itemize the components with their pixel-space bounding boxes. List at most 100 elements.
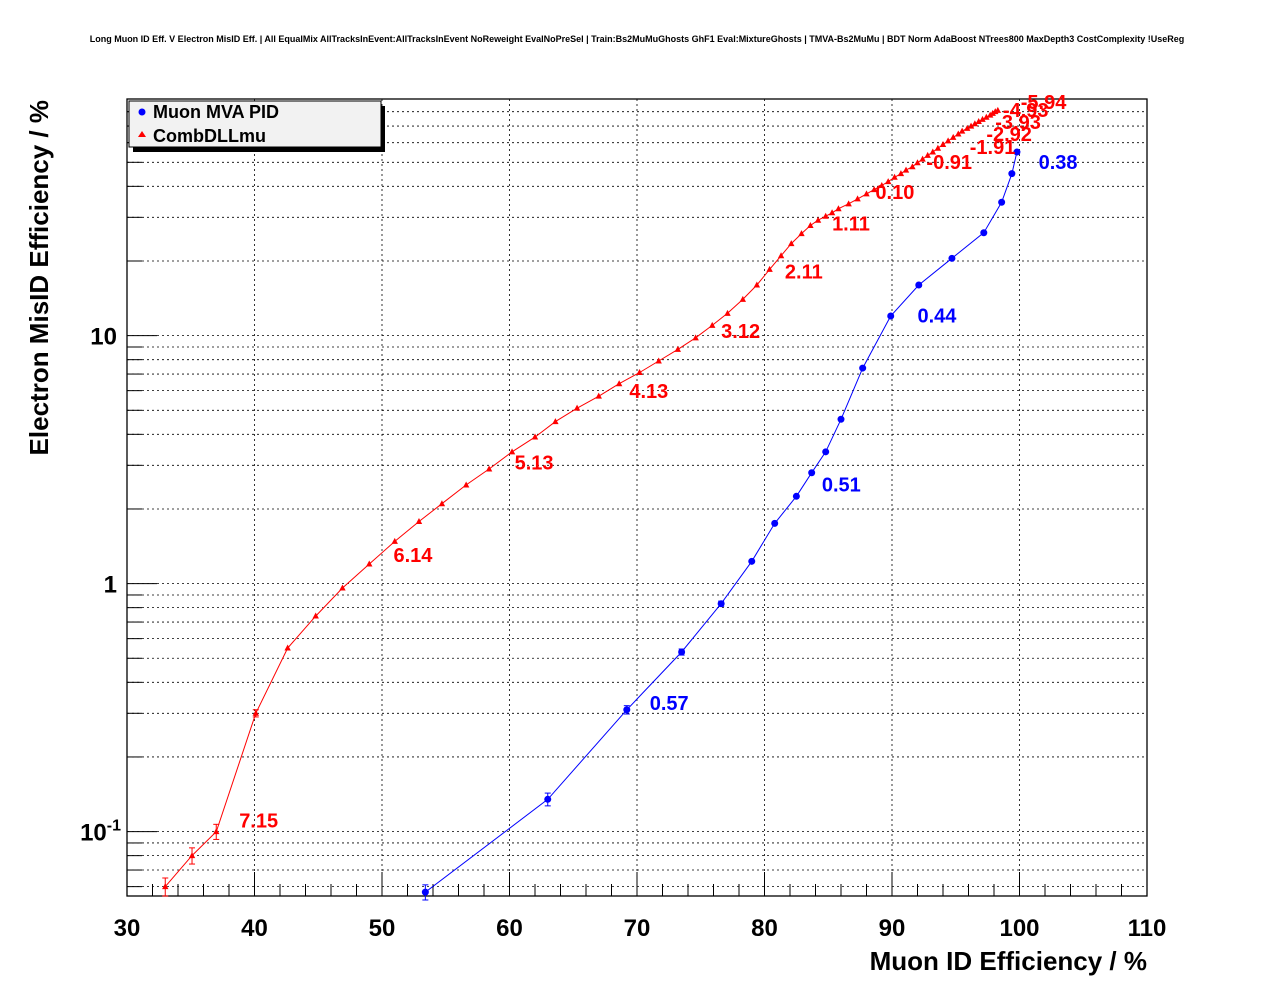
data-point bbox=[415, 518, 423, 525]
data-point bbox=[284, 644, 291, 651]
data-point bbox=[792, 492, 800, 500]
data-point bbox=[939, 140, 947, 147]
data-point bbox=[919, 155, 926, 162]
threshold-label: 6.14 bbox=[393, 545, 433, 567]
data-point bbox=[798, 230, 805, 237]
data-point bbox=[788, 240, 795, 247]
data-point bbox=[573, 404, 581, 411]
data-point bbox=[909, 163, 916, 170]
data-point bbox=[980, 229, 988, 237]
data-point bbox=[994, 106, 1002, 113]
x-tick-label: 30 bbox=[114, 915, 141, 942]
data-point bbox=[884, 178, 892, 185]
series-group bbox=[162, 106, 1021, 901]
data-point bbox=[748, 557, 756, 565]
data-point bbox=[902, 166, 910, 173]
x-tick-label: 100 bbox=[999, 915, 1039, 942]
data-point bbox=[955, 130, 962, 137]
x-tick-label: 110 bbox=[1128, 915, 1167, 942]
data-point bbox=[692, 334, 699, 341]
data-point bbox=[777, 252, 785, 259]
data-point bbox=[674, 345, 681, 352]
data-point bbox=[636, 369, 643, 376]
data-point bbox=[531, 433, 539, 440]
x-axis-label: Muon ID Efficiency / % bbox=[870, 946, 1147, 976]
data-point bbox=[971, 120, 979, 127]
data-point bbox=[655, 357, 662, 364]
data-point bbox=[948, 254, 956, 262]
y-axis-label: Electron MisID Efficiency / % bbox=[24, 100, 54, 455]
legend-box bbox=[128, 100, 382, 148]
data-point bbox=[814, 216, 822, 223]
data-point bbox=[891, 173, 898, 180]
x-tick-labels: 30 40 50 60 70 80 90 100 110 bbox=[114, 915, 1167, 942]
legend-label-muon-mva: Muon MVA PID bbox=[153, 102, 279, 122]
data-point bbox=[989, 109, 996, 116]
chart-title: Long Muon ID Eff. V Electron MisID Eff. … bbox=[90, 34, 1185, 44]
y-tick-labels: 10-1 1 10 bbox=[80, 324, 121, 847]
data-point bbox=[162, 883, 169, 890]
threshold-label: -5.94 bbox=[1021, 92, 1067, 114]
threshold-label: 7.15 bbox=[239, 810, 278, 832]
series-line bbox=[164, 109, 999, 887]
threshold-label: -4.93 bbox=[1003, 100, 1049, 122]
data-point bbox=[870, 186, 878, 193]
data-point bbox=[485, 465, 493, 472]
data-point bbox=[462, 481, 470, 488]
threshold-label: 1.11 bbox=[832, 214, 870, 236]
threshold-label: -1.91 bbox=[970, 137, 1016, 159]
axis-ticks bbox=[126, 98, 1148, 896]
data-point bbox=[252, 709, 259, 716]
data-point bbox=[835, 205, 842, 212]
x-tick-label: 80 bbox=[751, 915, 778, 942]
annotations-group: 0.57 0.51 0.44 0.38 7.15 6.14 5.13 4.13 3.12 2.11… bbox=[239, 92, 1077, 832]
data-point bbox=[771, 519, 779, 527]
series-combdllmu bbox=[162, 106, 1002, 897]
data-point bbox=[595, 392, 602, 399]
legend: Muon MVA PID CombDLLmu bbox=[128, 100, 385, 152]
data-point bbox=[366, 560, 373, 567]
data-point bbox=[983, 113, 990, 120]
data-point bbox=[854, 195, 861, 202]
data-point bbox=[964, 124, 971, 131]
threshold-label: 0.44 bbox=[918, 305, 958, 327]
data-point bbox=[878, 182, 885, 189]
grid bbox=[127, 98, 1147, 896]
threshold-label: -0.91 bbox=[926, 152, 972, 174]
y-tick-label: 1 bbox=[104, 572, 117, 599]
data-point bbox=[924, 151, 931, 158]
threshold-label: 5.13 bbox=[515, 453, 554, 475]
data-point bbox=[859, 364, 867, 372]
data-point bbox=[213, 828, 220, 835]
threshold-label: 0.10 bbox=[875, 182, 914, 204]
data-point bbox=[766, 265, 773, 272]
threshold-label: -3.93 bbox=[995, 112, 1041, 134]
legend-marker-combdllmu bbox=[138, 131, 146, 137]
data-point bbox=[391, 537, 398, 544]
data-point bbox=[1008, 170, 1016, 178]
data-point bbox=[967, 122, 975, 129]
plot-frame bbox=[126, 98, 1148, 897]
data-point bbox=[979, 115, 986, 122]
data-point bbox=[753, 281, 761, 288]
data-point bbox=[552, 418, 559, 425]
threshold-label: 2.11 bbox=[785, 261, 823, 283]
data-point bbox=[188, 852, 196, 859]
series-muon-mva-pid bbox=[421, 148, 1021, 901]
data-point bbox=[717, 600, 725, 608]
data-point bbox=[544, 795, 552, 803]
data-point bbox=[975, 118, 982, 125]
data-point bbox=[929, 148, 936, 155]
data-point bbox=[807, 222, 814, 229]
threshold-label: 4.13 bbox=[629, 381, 668, 403]
y-tick-label: 10-1 bbox=[80, 818, 121, 847]
data-point bbox=[615, 380, 623, 387]
data-point bbox=[724, 309, 731, 316]
series-line bbox=[424, 151, 1018, 893]
data-point bbox=[828, 209, 836, 216]
x-tick-label: 90 bbox=[879, 915, 906, 942]
data-point bbox=[944, 137, 952, 144]
data-point bbox=[438, 500, 446, 507]
data-point bbox=[709, 321, 716, 328]
